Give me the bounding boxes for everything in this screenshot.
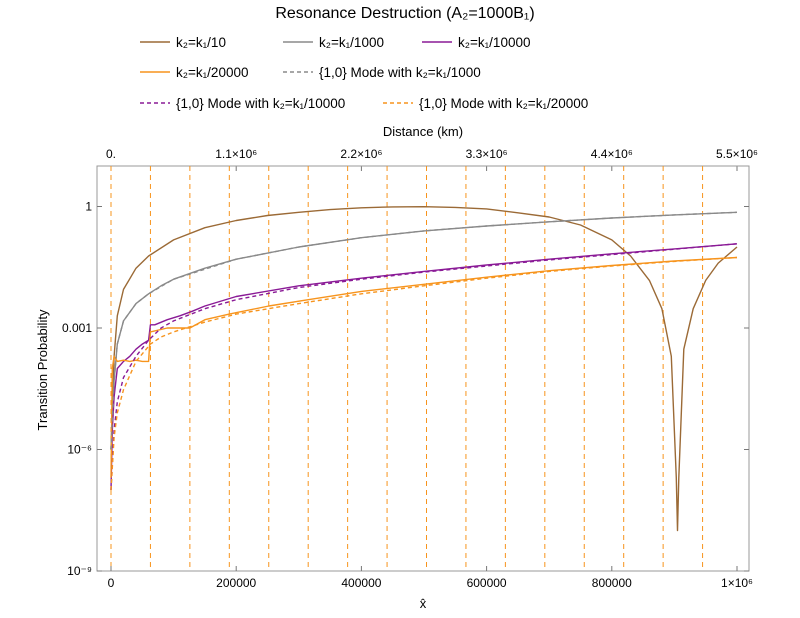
legend-label: {1,0} Mode with k₂=k₁/20000 — [419, 96, 588, 111]
top-axis-label: Distance (km) — [383, 124, 463, 139]
x-tick-label: 600000 — [467, 576, 507, 590]
top-tick-label: 3.3×10⁶ — [466, 147, 508, 161]
top-tick-label: 4.4×10⁶ — [591, 147, 633, 161]
series-line-6 — [110, 243, 738, 491]
top-axis: 0. 1.1×10⁶ 2.2×10⁶ 3.3×10⁶ 4.4×10⁶ 5.5×10⁶ — [106, 147, 758, 171]
legend-label: k₂=k₁/1000 — [319, 35, 384, 50]
series-line-1 — [110, 205, 738, 532]
legend-label: k₂=k₁/10000 — [458, 35, 530, 50]
legend-label: {1,0} Mode with k₂=k₁/1000 — [319, 65, 481, 80]
top-tick-label: 2.2×10⁶ — [340, 147, 382, 161]
series-line-2 — [110, 211, 738, 450]
top-tick-label: 5.5×10⁶ — [716, 147, 758, 161]
y-axis-label: Transition Probability — [35, 309, 50, 430]
vertical-dashed-lines — [110, 166, 704, 571]
y-tick-label: 0.001 — [62, 321, 92, 335]
x-tick-label: 200000 — [216, 576, 256, 590]
x-axis: 0 200000 400000 600000 800000 1×10⁶ — [108, 566, 753, 590]
x-tick-label: 1×10⁶ — [721, 576, 753, 590]
y-tick-label: 10⁻⁶ — [67, 443, 92, 457]
legend: k₂=k₁/10 k₂=k₁/1000 k₂=k₁/10000 k₂=k₁/20000… — [140, 35, 588, 111]
x-tick-label: 800000 — [592, 576, 632, 590]
series-line-4 — [110, 256, 738, 478]
series-line-3 — [110, 243, 738, 491]
top-tick-label: 1.1×10⁶ — [215, 147, 257, 161]
x-tick-label: 400000 — [341, 576, 381, 590]
top-tick-label: 0. — [106, 147, 116, 161]
x-axis-label: x̂ — [420, 596, 427, 611]
series-line-5 — [110, 211, 738, 450]
series-line-7 — [110, 256, 738, 491]
x-tick-label: 0 — [108, 576, 115, 590]
y-axis: 1 0.001 10⁻⁶ 10⁻⁹ — [62, 200, 749, 578]
y-tick-label: 1 — [85, 200, 92, 214]
series-layer — [110, 205, 738, 532]
legend-label: k₂=k₁/10 — [176, 35, 226, 50]
legend-label: {1,0} Mode with k₂=k₁/10000 — [176, 96, 345, 111]
chart-title: Resonance Destruction (A₂=1000B₁) — [275, 5, 534, 22]
y-tick-label: 10⁻⁹ — [67, 564, 92, 578]
plot-frame — [96, 165, 750, 572]
legend-label: k₂=k₁/20000 — [176, 65, 248, 80]
